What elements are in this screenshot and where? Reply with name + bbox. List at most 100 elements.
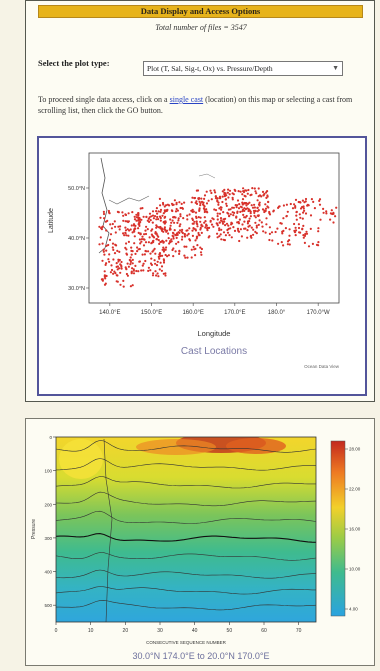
- cast-point[interactable]: [200, 197, 203, 200]
- cast-point[interactable]: [198, 207, 201, 210]
- cast-point[interactable]: [125, 268, 128, 271]
- cast-point[interactable]: [168, 228, 171, 231]
- cast-point[interactable]: [165, 239, 168, 242]
- cast-point[interactable]: [194, 228, 197, 231]
- cast-point[interactable]: [332, 211, 335, 214]
- cast-point[interactable]: [101, 279, 104, 282]
- cast-point[interactable]: [219, 217, 223, 220]
- cast-point[interactable]: [191, 218, 194, 222]
- cast-point[interactable]: [130, 246, 133, 249]
- cast-point[interactable]: [122, 285, 125, 288]
- cast-point[interactable]: [114, 225, 117, 228]
- cast-point[interactable]: [268, 238, 271, 242]
- cast-point[interactable]: [253, 214, 256, 217]
- cast-point[interactable]: [294, 226, 297, 229]
- cast-point[interactable]: [218, 212, 222, 215]
- cast-point[interactable]: [207, 199, 210, 202]
- cast-point[interactable]: [135, 216, 138, 219]
- cast-point[interactable]: [147, 241, 150, 244]
- cast-point[interactable]: [199, 202, 202, 205]
- cast-point[interactable]: [99, 216, 102, 219]
- cast-point[interactable]: [195, 200, 198, 203]
- cast-point[interactable]: [166, 208, 169, 211]
- cast-point[interactable]: [311, 242, 314, 245]
- cast-point[interactable]: [124, 229, 128, 232]
- cast-point[interactable]: [137, 214, 140, 217]
- cast-point[interactable]: [149, 269, 152, 272]
- cast-point[interactable]: [146, 228, 149, 231]
- cast-point[interactable]: [191, 222, 194, 225]
- cast-point[interactable]: [112, 258, 115, 261]
- cast-point[interactable]: [114, 243, 117, 246]
- cast-point[interactable]: [162, 272, 165, 275]
- cast-point[interactable]: [196, 225, 199, 228]
- cast-point[interactable]: [197, 198, 200, 201]
- cast-point[interactable]: [286, 240, 290, 243]
- cast-point[interactable]: [211, 217, 214, 220]
- cast-point[interactable]: [216, 232, 219, 235]
- cast-point[interactable]: [99, 236, 102, 239]
- cast-point[interactable]: [230, 236, 233, 239]
- cast-point[interactable]: [261, 190, 265, 193]
- cast-point[interactable]: [235, 206, 238, 209]
- cast-point[interactable]: [228, 215, 231, 218]
- cast-point[interactable]: [250, 204, 253, 207]
- cast-point[interactable]: [223, 195, 226, 198]
- cast-point[interactable]: [186, 214, 189, 217]
- cast-point[interactable]: [178, 231, 181, 234]
- cast-point[interactable]: [171, 219, 174, 222]
- cast-point[interactable]: [299, 207, 303, 210]
- cast-point[interactable]: [159, 227, 162, 230]
- cast-point[interactable]: [103, 283, 107, 286]
- cast-point[interactable]: [165, 204, 168, 207]
- cast-point[interactable]: [169, 240, 172, 243]
- cast-point[interactable]: [289, 202, 292, 206]
- cast-point[interactable]: [160, 269, 163, 272]
- cast-point[interactable]: [103, 270, 106, 273]
- cast-point[interactable]: [125, 272, 128, 276]
- cast-point[interactable]: [241, 193, 244, 196]
- cast-point[interactable]: [254, 221, 257, 224]
- cast-point[interactable]: [224, 224, 227, 227]
- cast-point[interactable]: [238, 203, 241, 206]
- cast-point[interactable]: [169, 218, 172, 221]
- cast-point[interactable]: [194, 247, 197, 250]
- cast-point[interactable]: [295, 211, 298, 214]
- cast-point[interactable]: [157, 210, 160, 213]
- cast-point[interactable]: [127, 220, 130, 224]
- cast-point[interactable]: [214, 191, 217, 194]
- cast-point[interactable]: [172, 203, 175, 206]
- cast-point[interactable]: [221, 195, 224, 198]
- cast-point[interactable]: [270, 231, 274, 234]
- cast-point[interactable]: [262, 194, 265, 197]
- cast-point[interactable]: [232, 206, 235, 209]
- cast-point[interactable]: [197, 231, 200, 235]
- cast-point[interactable]: [140, 218, 143, 221]
- cast-point[interactable]: [221, 220, 224, 223]
- cast-point[interactable]: [140, 240, 143, 243]
- cast-point[interactable]: [175, 236, 178, 239]
- cast-point[interactable]: [131, 267, 134, 270]
- cast-point[interactable]: [148, 236, 151, 239]
- cast-point[interactable]: [246, 229, 249, 232]
- cast-point[interactable]: [205, 208, 208, 211]
- cast-point[interactable]: [335, 206, 338, 209]
- cast-point[interactable]: [111, 242, 115, 245]
- cast-point[interactable]: [245, 189, 248, 192]
- cast-point[interactable]: [184, 256, 187, 259]
- cast-point[interactable]: [294, 234, 297, 237]
- cast-point[interactable]: [124, 213, 127, 216]
- cast-point[interactable]: [318, 199, 321, 202]
- cast-point[interactable]: [133, 242, 136, 245]
- cast-point[interactable]: [286, 243, 289, 246]
- cast-point[interactable]: [149, 252, 152, 255]
- cast-point[interactable]: [117, 211, 120, 214]
- cast-point[interactable]: [138, 238, 141, 241]
- cast-point[interactable]: [157, 235, 160, 238]
- cast-point[interactable]: [151, 274, 155, 277]
- cast-point[interactable]: [155, 218, 158, 221]
- cast-point[interactable]: [162, 250, 165, 253]
- cast-point[interactable]: [231, 196, 234, 199]
- cast-point[interactable]: [183, 201, 186, 204]
- cast-point[interactable]: [150, 215, 153, 218]
